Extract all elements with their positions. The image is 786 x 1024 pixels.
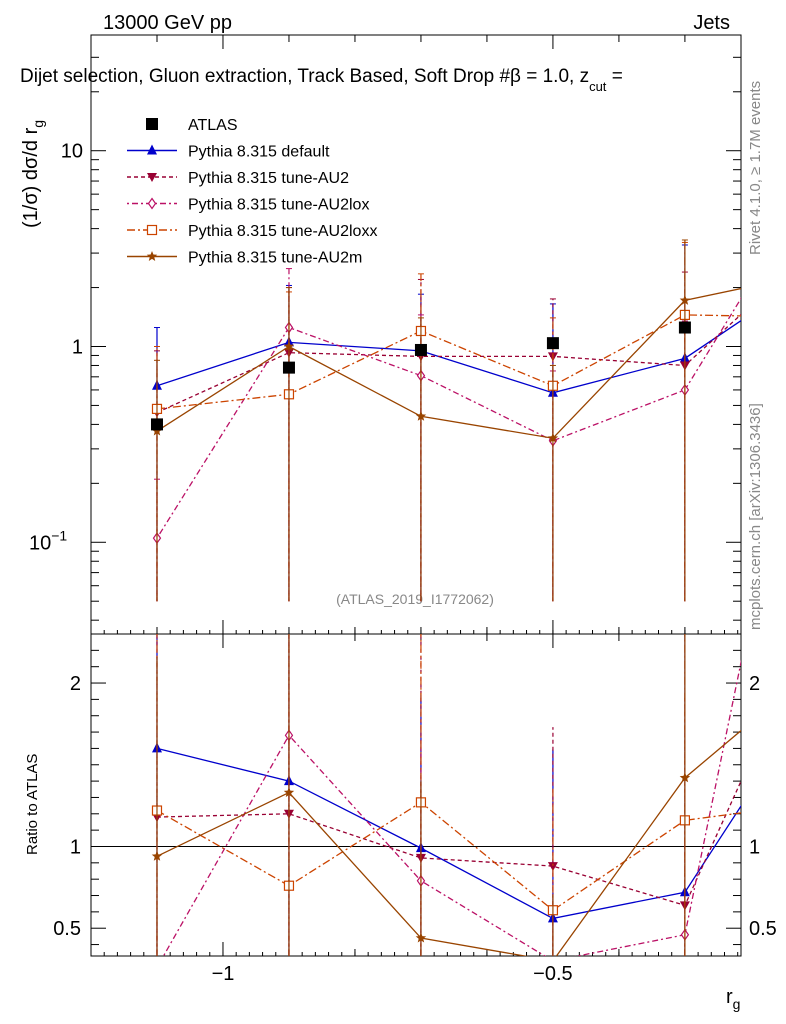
ratio-tick-label-right: 0.5 (749, 918, 777, 940)
legend-label: Pythia 8.315 tune-AU2 (188, 170, 349, 187)
ratio-point (679, 772, 691, 783)
atlas-point (282, 361, 295, 374)
ratio-line (156, 747, 741, 920)
plot-title: Dijet selection, Gluon extraction, Track… (20, 66, 623, 94)
series-point (679, 294, 691, 305)
atlas-point (546, 337, 559, 350)
ratio-point (283, 787, 295, 797)
ratio-tick-label: 1 (70, 836, 81, 858)
legend-label: Pythia 8.315 tune-AU2lox (188, 197, 369, 214)
rivet-label: Rivet 4.1.0, ≥ 1.7M events (747, 81, 764, 255)
legend-marker-atlas (146, 118, 158, 130)
legend-marker (146, 224, 158, 236)
ratio-tick-label: 0.5 (53, 918, 81, 940)
legend-marker (147, 173, 157, 182)
ratio-tick-label-right: 2 (749, 673, 760, 695)
mcplots-label: mcplots.cern.ch [arXiv:1306.3436] (747, 403, 764, 630)
y-tick-label: 1 (72, 336, 83, 358)
atlas-point (414, 343, 427, 356)
series-line (156, 313, 741, 414)
atlas-point (778, 328, 786, 340)
legend-label: Pythia 8.315 default (188, 144, 330, 161)
series-point (779, 286, 786, 296)
ratio-point (547, 862, 558, 872)
legend-marker (146, 251, 158, 261)
y-tick-label: 10−1 (29, 527, 67, 554)
y-tick-label: 10 (61, 141, 83, 163)
series-line (156, 297, 741, 539)
series-point (283, 340, 295, 351)
ratio-point (552, 955, 554, 956)
x-tick-label: −1 (212, 963, 235, 985)
legend: ATLAS Pythia 8.315 default Pythia 8.315 tu… (127, 117, 377, 267)
ratio-line (156, 779, 741, 907)
x-axis-title: rg (726, 986, 740, 1012)
ratio-tick-label: 2 (70, 673, 81, 695)
main-series-group (150, 224, 786, 602)
series-point (779, 274, 786, 284)
series-point (547, 432, 559, 443)
ratio-point (153, 962, 160, 972)
y-axis-title: (1/σ) dσ/d rg (20, 120, 46, 228)
series-point (780, 224, 786, 234)
series-line (156, 287, 741, 439)
legend-label: Pythia 8.315 tune-AU2loxx (188, 223, 377, 240)
ratio-line (156, 729, 741, 956)
series-point (779, 312, 786, 321)
series-point (151, 425, 163, 436)
ratio-point (779, 734, 786, 744)
ratio-point (415, 932, 427, 943)
header-right: Jets (693, 12, 730, 34)
legend-marker (147, 144, 157, 155)
ratio-point (151, 850, 163, 861)
ratio-line (162, 659, 741, 956)
x-tick-label: −0.5 (533, 963, 572, 985)
series-line (156, 314, 741, 410)
ratio-axis-title: Ratio to ATLAS (24, 754, 41, 855)
legend-label: Pythia 8.315 tune-AU2m (188, 250, 362, 267)
analysis-watermark: (ATLAS_2019_I1772062) (336, 591, 494, 607)
legend-label: ATLAS (188, 117, 238, 134)
header-left: 13000 GeV pp (103, 12, 232, 34)
atlas-point (678, 321, 691, 334)
ratio-point (779, 682, 786, 691)
series-point (779, 272, 786, 281)
series-point (415, 410, 427, 421)
series-line (156, 319, 741, 394)
ratio-tick-label-right: 1 (749, 836, 760, 858)
ratio-point (779, 803, 786, 812)
ratio-point (780, 449, 786, 459)
ratio-point (779, 689, 786, 699)
ratio-frame (90, 633, 742, 957)
ratio-series-group (151, 449, 786, 972)
legend-marker (147, 197, 157, 210)
atlas-point (150, 418, 163, 431)
